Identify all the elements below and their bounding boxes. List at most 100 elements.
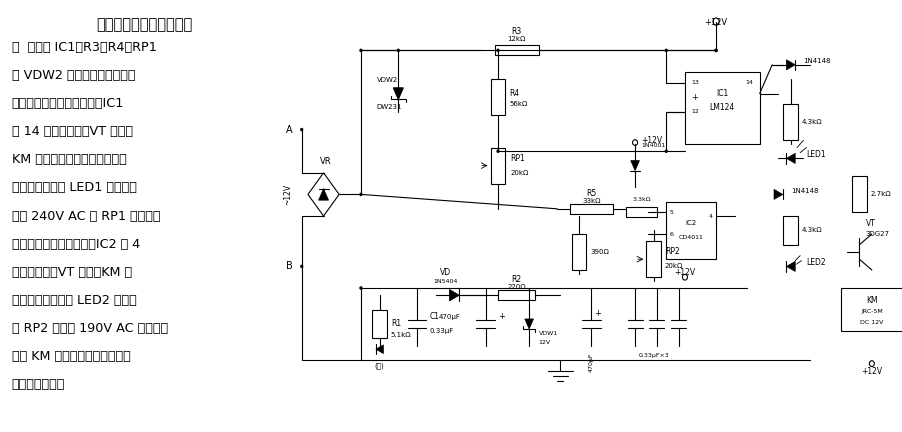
Circle shape (300, 129, 302, 130)
Text: 5.1kΩ: 5.1kΩ (391, 332, 411, 338)
Circle shape (714, 49, 716, 51)
Text: 220Ω: 220Ω (507, 284, 526, 290)
Bar (646, 241, 660, 277)
Text: 12V: 12V (538, 340, 550, 345)
Text: 脚 14 输出高电平，VT 导通，: 脚 14 输出高电平，VT 导通， (12, 125, 133, 138)
Text: 输出高电平，VT 导通，KM 吸: 输出高电平，VT 导通，KM 吸 (12, 266, 132, 279)
Circle shape (665, 150, 667, 152)
Text: 及 VDW2 组成过压保护电路。: 及 VDW2 组成过压保护电路。 (12, 69, 135, 82)
Text: B: B (286, 261, 292, 271)
Text: VDW2: VDW2 (376, 77, 397, 83)
Polygon shape (786, 60, 795, 70)
Text: 12kΩ: 12kΩ (507, 36, 525, 42)
Text: 56kΩ: 56kΩ (509, 102, 527, 108)
Bar (490, 148, 505, 184)
Text: DC 12V: DC 12V (860, 320, 882, 325)
Text: 5: 5 (668, 210, 673, 215)
Text: IC2: IC2 (685, 220, 696, 226)
Text: IC1: IC1 (715, 89, 728, 98)
Text: 20kΩ: 20kΩ (664, 264, 683, 270)
Bar (666, 202, 715, 259)
Bar (851, 176, 866, 213)
Polygon shape (786, 153, 795, 163)
Text: 节 RP2 可设置 190V AC 欠压点。: 节 RP2 可设置 190V AC 欠压点。 (12, 322, 168, 335)
Circle shape (360, 49, 362, 51)
Text: 1N5404: 1N5404 (432, 280, 456, 284)
Text: VDW1: VDW1 (538, 331, 557, 336)
Bar (372, 310, 387, 338)
Text: CD4011: CD4011 (678, 235, 703, 240)
Circle shape (360, 194, 362, 196)
Text: RP1: RP1 (510, 154, 525, 163)
Text: +12V: +12V (640, 136, 662, 145)
Polygon shape (449, 289, 459, 301)
Circle shape (397, 49, 399, 51)
Text: 3.3kΩ: 3.3kΩ (631, 197, 649, 202)
Text: 1N4001: 1N4001 (640, 143, 665, 148)
Text: 输入电压低于设定值时，IC2 脚 4: 输入电压低于设定值时，IC2 脚 4 (12, 238, 140, 251)
Bar (569, 204, 612, 214)
Circle shape (665, 49, 667, 51)
Text: 交流电源过、欠压保护电: 交流电源过、欠压保护电 (97, 17, 192, 32)
Text: 图中 KM 的触点电流容量可根据: 图中 KM 的触点电流容量可根据 (12, 350, 130, 363)
Text: +12V: +12V (704, 18, 727, 27)
Text: KM 吸合，其触点切断用电负载: KM 吸合，其触点切断用电负载 (12, 153, 126, 166)
Text: VR: VR (319, 156, 331, 165)
Circle shape (300, 265, 302, 267)
Bar (840, 288, 902, 331)
Circle shape (496, 150, 499, 152)
Text: 合，同时欠压指示 LED2 亮。调: 合，同时欠压指示 LED2 亮。调 (12, 294, 136, 307)
Text: 4.3kΩ: 4.3kΩ (801, 227, 822, 233)
Circle shape (714, 49, 716, 51)
Text: KM: KM (865, 296, 877, 305)
Text: 0.33μF×3: 0.33μF×3 (638, 353, 668, 358)
Text: 3DG27: 3DG27 (865, 231, 888, 237)
Text: 12: 12 (690, 109, 698, 114)
Text: 路  电路由 IC1、R3、R4、RP1: 路 电路由 IC1、R3、R4、RP1 (12, 41, 156, 54)
Text: VD: VD (439, 268, 450, 277)
Polygon shape (375, 345, 383, 353)
Bar (783, 216, 797, 245)
Text: R4: R4 (509, 89, 519, 98)
Bar (685, 72, 759, 144)
Text: 2.7kΩ: 2.7kΩ (870, 191, 890, 197)
Circle shape (496, 49, 499, 51)
Polygon shape (524, 319, 533, 329)
Text: 当交流电压超过某设定值，IC1: 当交流电压超过某设定值，IC1 (12, 97, 124, 110)
Text: +: + (690, 93, 697, 102)
Polygon shape (630, 161, 639, 171)
Bar (494, 45, 538, 55)
Text: 供电。过压指示 LED1 亮。过压: 供电。过压指示 LED1 亮。过压 (12, 181, 136, 194)
Circle shape (360, 287, 362, 289)
Text: R1: R1 (391, 320, 400, 328)
Bar (498, 290, 535, 300)
Text: 470μF: 470μF (438, 314, 460, 320)
Text: +12V: +12V (861, 367, 881, 376)
Polygon shape (786, 261, 795, 271)
Text: (绿): (绿) (374, 362, 384, 369)
Text: 负载情况选择。: 负载情况选择。 (12, 378, 65, 391)
Text: ~12V: ~12V (282, 184, 291, 205)
Text: R2: R2 (511, 276, 521, 284)
Text: JRC-5M: JRC-5M (860, 309, 882, 314)
Text: 390Ω: 390Ω (590, 249, 609, 255)
Text: 4.3kΩ: 4.3kΩ (801, 119, 822, 125)
Polygon shape (318, 189, 328, 200)
Text: LED1: LED1 (805, 150, 825, 159)
Text: +: + (594, 309, 601, 318)
Text: DW231: DW231 (376, 105, 401, 111)
Text: LM124: LM124 (709, 104, 734, 112)
Text: 0.33μF: 0.33μF (429, 328, 453, 334)
Text: 13: 13 (690, 80, 698, 85)
Text: 1N4148: 1N4148 (803, 58, 830, 64)
Text: +12V: +12V (674, 268, 695, 277)
Text: C1: C1 (429, 312, 439, 321)
Text: 14: 14 (745, 80, 752, 85)
Text: A: A (286, 124, 292, 135)
Text: 4: 4 (708, 213, 713, 219)
Text: +: + (498, 312, 504, 321)
Polygon shape (773, 189, 782, 200)
Text: LED2: LED2 (805, 258, 825, 267)
Bar (625, 207, 656, 217)
Text: 6: 6 (668, 232, 673, 236)
